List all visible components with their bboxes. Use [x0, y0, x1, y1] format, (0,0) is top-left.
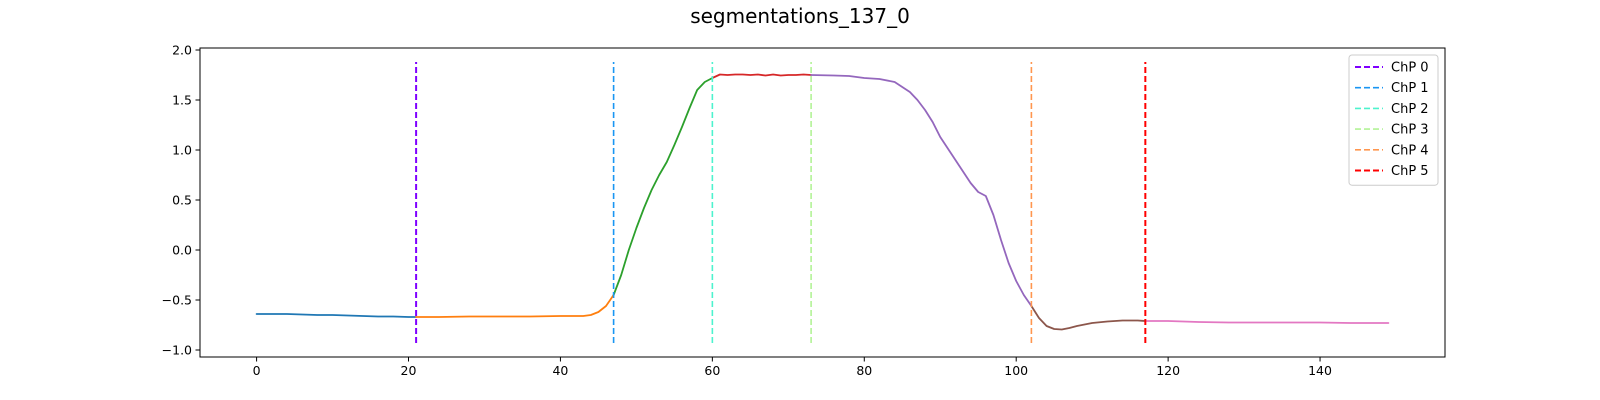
- chart-title: segmentations_137_0: [690, 4, 910, 28]
- x-tick-label-5: 100: [1004, 363, 1028, 378]
- y-tick-label-1: −0.5: [162, 293, 192, 308]
- y-tick-label-2: 0.0: [172, 243, 192, 258]
- axes-frame: [199, 47, 1446, 358]
- x-tick-label-7: 140: [1308, 363, 1332, 378]
- series-segment-2: [612, 77, 714, 296]
- x-tick-label-2: 40: [552, 363, 568, 378]
- y-axis: −1.0 −0.5 0.0 0.5 1.0 1.5 2.0: [162, 43, 200, 358]
- legend-label-4: ChP 4: [1391, 143, 1429, 158]
- y-tick-label-5: 1.5: [172, 93, 192, 108]
- series-segment-4: [810, 74, 1033, 307]
- y-tick-label-3: 0.5: [172, 193, 192, 208]
- x-axis: 0 20 40 60 80 100 120 140: [253, 357, 1332, 378]
- series-segment-1: [415, 294, 615, 318]
- series-segment-3: [711, 73, 813, 79]
- y-tick-label-0: −1.0: [162, 343, 192, 358]
- x-tick-label-1: 20: [401, 363, 417, 378]
- legend-label-3: ChP 3: [1391, 123, 1429, 138]
- legend-box: [1348, 54, 1439, 186]
- series-segment-6: [1144, 320, 1390, 324]
- series-segment-5: [1030, 305, 1147, 331]
- y-tick-label-6: 2.0: [172, 43, 192, 58]
- y-tick-label-4: 1.0: [172, 143, 192, 158]
- legend-label-5: ChP 5: [1391, 164, 1429, 179]
- series-segment-0: [255, 313, 418, 318]
- x-tick-label-0: 0: [253, 363, 261, 378]
- legend-label-1: ChP 1: [1391, 81, 1429, 96]
- x-tick-label-4: 80: [856, 363, 872, 378]
- legend-label-2: ChP 2: [1391, 102, 1429, 117]
- legend: ChP 0 ChP 1 ChP 2 ChP 3 ChP 4 ChP 5: [1348, 54, 1439, 186]
- x-tick-label-6: 120: [1156, 363, 1180, 378]
- plot-area: [255, 62, 1390, 343]
- x-tick-label-3: 60: [704, 363, 720, 378]
- legend-label-0: ChP 0: [1391, 61, 1429, 76]
